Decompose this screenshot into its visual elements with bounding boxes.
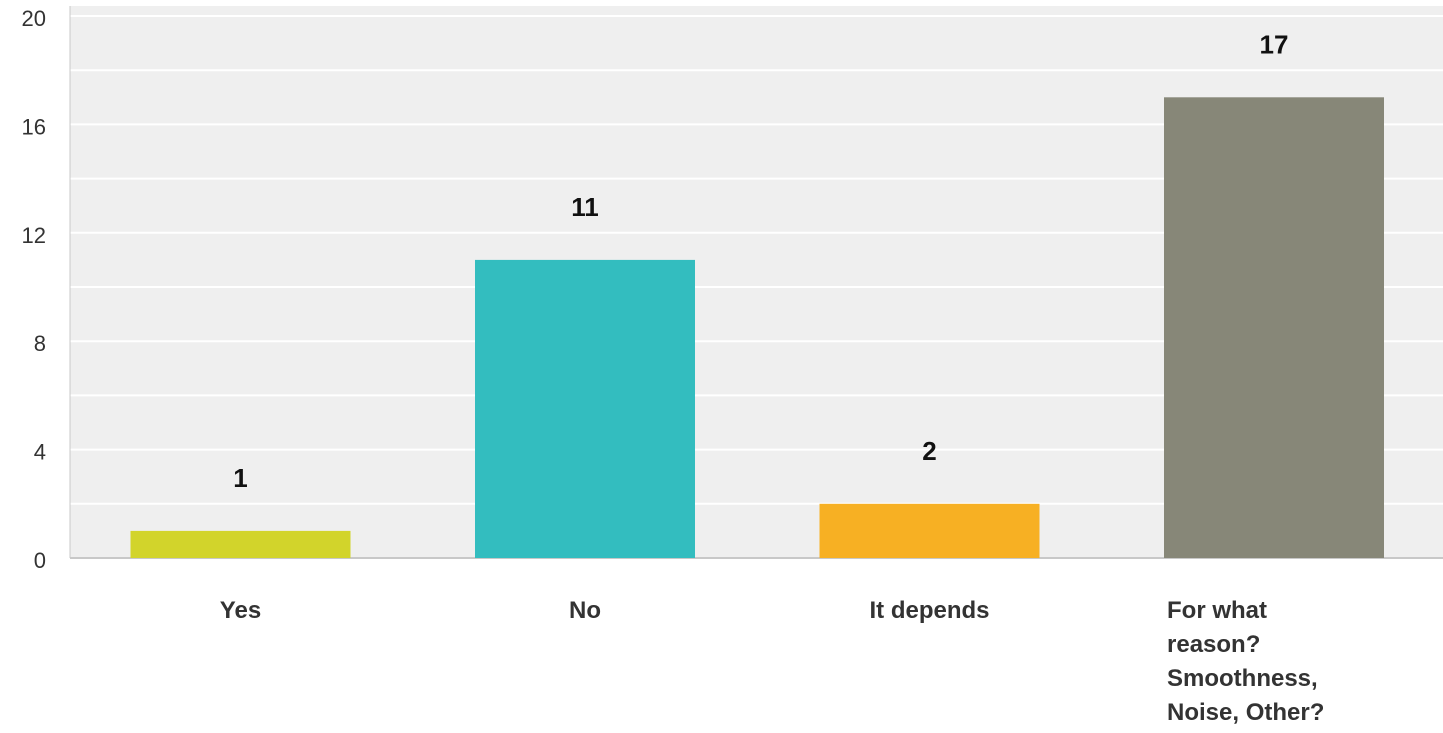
category-label-line: Smoothness,	[1167, 665, 1318, 692]
y-tick-label: 4	[34, 440, 46, 465]
data-label: 11	[571, 192, 599, 222]
bars	[130, 97, 1384, 559]
category-label: For what reason? Smoothness, Noise, Other?	[1167, 597, 1324, 726]
category-labels: Yes No It depends For what reason? Smoothness…	[220, 597, 1325, 726]
category-label: Yes	[220, 597, 261, 624]
bar	[819, 503, 1040, 558]
y-tick-label: 12	[22, 223, 46, 248]
category-label: It depends	[869, 597, 989, 624]
y-tick-label: 20	[22, 6, 46, 31]
bar	[475, 259, 695, 558]
y-tick-label: 0	[34, 548, 46, 573]
y-tick-labels: 0 4 8 12 16 20	[22, 6, 46, 573]
data-label: 17	[1260, 29, 1289, 59]
category-label-line: Noise, Other?	[1167, 699, 1324, 726]
data-label: 1	[233, 463, 247, 493]
y-tick-label: 8	[34, 331, 46, 356]
data-label: 2	[922, 436, 936, 466]
category-label: No	[569, 597, 601, 624]
y-tick-label: 16	[22, 114, 46, 139]
bar	[1164, 97, 1384, 559]
category-label-line: reason?	[1167, 631, 1260, 658]
category-label-line: For what	[1167, 597, 1267, 624]
bar	[130, 530, 351, 558]
